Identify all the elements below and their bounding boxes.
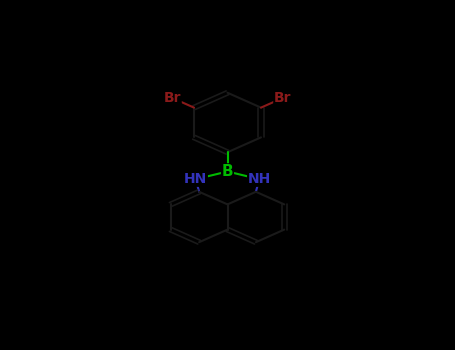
Text: B: B: [222, 164, 233, 179]
Text: Br: Br: [274, 91, 291, 105]
Text: HN: HN: [184, 172, 207, 186]
Text: Br: Br: [164, 91, 181, 105]
Text: NH: NH: [248, 172, 271, 186]
